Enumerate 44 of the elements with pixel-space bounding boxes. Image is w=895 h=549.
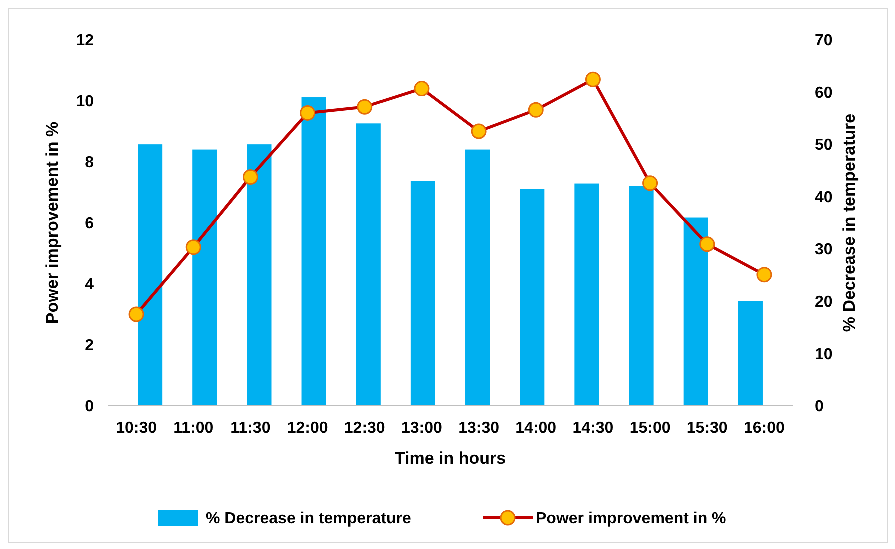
x-axis-title: Time in hours bbox=[394, 449, 506, 468]
bar bbox=[738, 301, 763, 406]
bar bbox=[466, 150, 490, 406]
y-tick-label: 6 bbox=[85, 216, 94, 233]
x-tick-label: 11:00 bbox=[174, 420, 214, 437]
x-tick-label: 14:30 bbox=[572, 420, 614, 437]
x-tick-label: 14:00 bbox=[516, 420, 557, 437]
y2-tick-label: 60 bbox=[815, 84, 833, 102]
y2-tick-label: 50 bbox=[815, 137, 833, 154]
bar bbox=[247, 144, 272, 406]
y2-tick-label: 70 bbox=[815, 32, 833, 50]
x-tick-label: 15:00 bbox=[630, 420, 671, 437]
y2-axis-title: % Decrease in temperature bbox=[840, 114, 859, 332]
legend-label: % Decrease in temperature bbox=[206, 510, 412, 528]
x-tick-label: 11:30 bbox=[230, 420, 271, 437]
y-tick-label: 4 bbox=[85, 276, 94, 294]
y2-tick-label: 40 bbox=[815, 189, 833, 206]
bar bbox=[192, 150, 218, 406]
bar bbox=[520, 189, 545, 406]
x-tick-label: 15:30 bbox=[686, 420, 728, 437]
y-tick-label: 8 bbox=[85, 154, 94, 172]
y-tick-label: 0 bbox=[85, 398, 94, 416]
x-tick-label: 13:30 bbox=[458, 420, 500, 437]
x-tick-label: 12:30 bbox=[344, 420, 386, 437]
bar bbox=[302, 98, 326, 406]
x-tick-label: 12:00 bbox=[287, 420, 328, 437]
bar bbox=[410, 181, 436, 406]
x-tick-label: 13:00 bbox=[401, 420, 443, 437]
legend-label: Power improvement in % bbox=[536, 510, 726, 528]
y-axis-title: Power improvement in % bbox=[43, 122, 62, 324]
y-tick-label: 12 bbox=[76, 32, 94, 50]
y2-tick-label: 0 bbox=[815, 398, 824, 416]
bar bbox=[629, 186, 654, 406]
x-tick-label: 10:30 bbox=[116, 420, 158, 437]
x-tick-label: 16:00 bbox=[744, 420, 786, 437]
bar bbox=[356, 124, 381, 406]
bar bbox=[574, 184, 600, 406]
bar bbox=[138, 144, 163, 406]
y-tick-label: 2 bbox=[85, 338, 94, 355]
y-tick-label: 10 bbox=[76, 94, 94, 111]
y2-tick-label: 20 bbox=[815, 294, 833, 312]
y2-tick-label: 30 bbox=[815, 242, 833, 259]
bar bbox=[684, 218, 708, 406]
y2-tick-label: 10 bbox=[815, 346, 833, 364]
